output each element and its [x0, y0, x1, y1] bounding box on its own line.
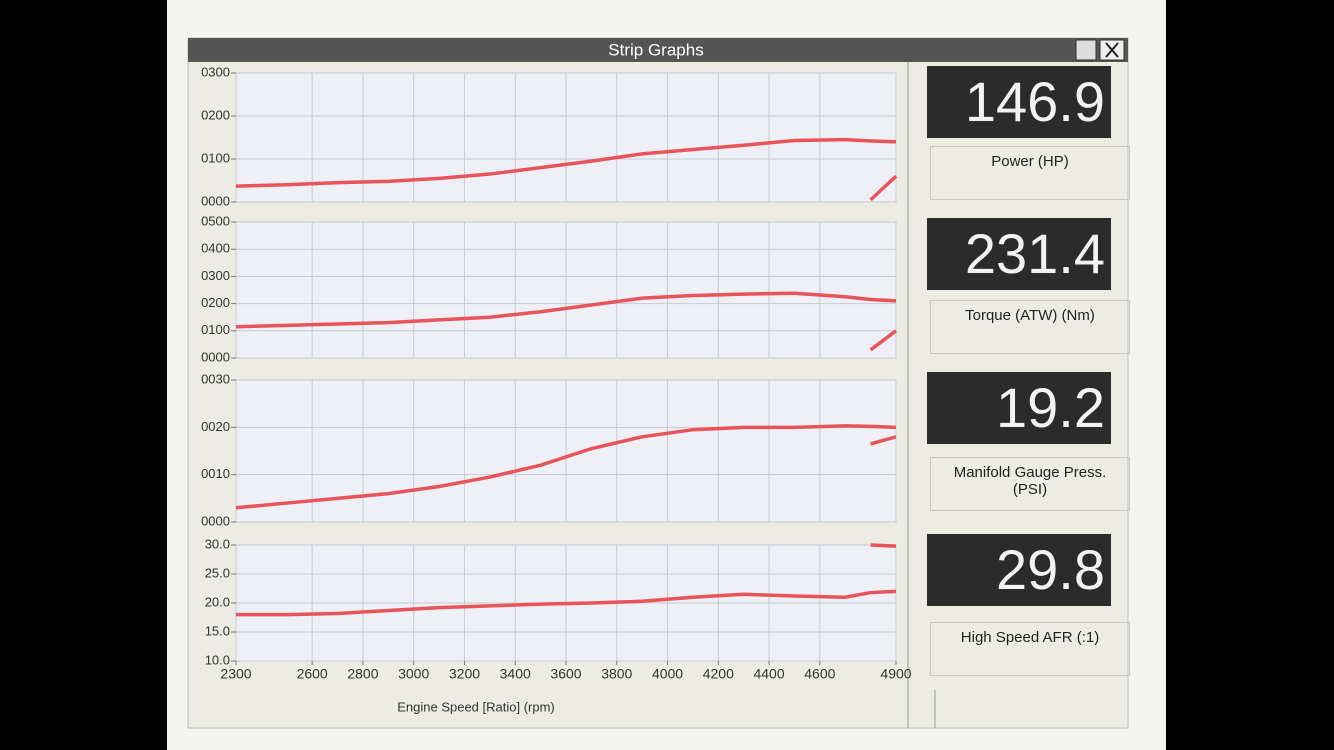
readout-label: Power (HP)	[930, 146, 1130, 200]
window-title: Strip Graphs	[608, 40, 703, 59]
x-tick-label: 3600	[550, 666, 581, 682]
line-series	[235, 291, 897, 329]
y-tick-label: 0300	[201, 64, 230, 79]
y-tick-label: 30.0	[205, 536, 230, 551]
y-tick-label: 0400	[201, 241, 230, 256]
x-tick-label: 3200	[449, 666, 480, 682]
close-icon	[1105, 42, 1119, 58]
y-tick-label: 0030	[201, 371, 230, 386]
readout-value: 19.2	[927, 372, 1111, 444]
y-tick-label: 15.0	[205, 623, 230, 638]
y-tick-label: 20.0	[205, 594, 230, 609]
y-tick-label: 0500	[201, 213, 230, 228]
y-tick-label: 0200	[201, 295, 230, 310]
readout-value: 231.4	[927, 218, 1111, 290]
line-series	[235, 424, 897, 510]
line-series	[869, 174, 898, 202]
readout-value: 146.9	[927, 66, 1111, 138]
y-tick-label: 0010	[201, 466, 230, 481]
readout-label: Manifold Gauge Press. (PSI)	[930, 457, 1130, 511]
x-tick-label: 3000	[398, 666, 429, 682]
y-tick-label: 0000	[201, 193, 230, 208]
restore-button[interactable]	[1075, 39, 1097, 61]
y-tick-label: 0000	[201, 349, 230, 364]
y-tick-label: 10.0	[205, 652, 230, 667]
readout-value: 29.8	[927, 534, 1111, 606]
line-series	[236, 589, 897, 617]
line-series	[870, 543, 897, 548]
x-tick-label: 4600	[804, 666, 835, 682]
x-tick-label: 3400	[500, 666, 531, 682]
y-tick-label: 0020	[201, 419, 230, 434]
y-tick-label: 0300	[201, 268, 230, 283]
y-tick-label: 25.0	[205, 565, 230, 580]
y-tick-label: 0000	[201, 513, 230, 528]
title-bar	[188, 38, 1128, 62]
x-tick-label: 2300	[220, 666, 251, 682]
readout-label: High Speed AFR (:1)	[930, 622, 1130, 676]
x-tick-label: 4400	[753, 666, 784, 682]
x-tick-label: 3800	[601, 666, 632, 682]
x-tick-label: 4900	[880, 666, 911, 682]
y-tick-label: 0200	[201, 107, 230, 122]
x-tick-label: 4200	[703, 666, 734, 682]
y-tick-label: 0100	[201, 322, 230, 337]
x-axis-label: Engine Speed [Ratio] (rpm)	[397, 699, 555, 714]
y-tick-label: 0100	[201, 150, 230, 165]
x-tick-label: 4000	[652, 666, 683, 682]
line-series	[235, 137, 897, 188]
line-series	[870, 435, 897, 446]
line-series	[869, 329, 898, 352]
x-tick-label: 2600	[297, 666, 328, 682]
x-tick-label: 2800	[347, 666, 378, 682]
readout-label: Torque (ATW) (Nm)	[930, 300, 1130, 354]
